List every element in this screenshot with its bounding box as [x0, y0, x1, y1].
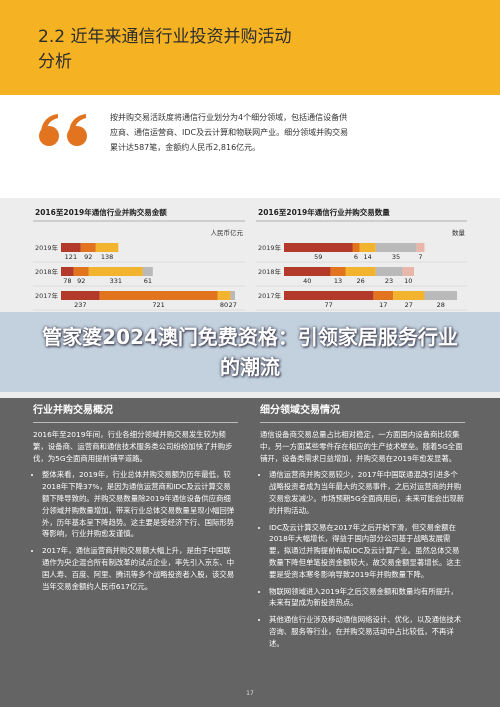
overlay-text: 管家婆2024澳门免费资格：引领家居服务行业的潮流	[42, 325, 458, 379]
value-label: 40	[303, 277, 311, 285]
value-label: 92	[84, 253, 92, 261]
value-label: 17	[379, 301, 387, 309]
bar-segment	[359, 243, 376, 252]
bar-segment	[352, 243, 360, 252]
bar-segment	[99, 291, 218, 300]
value-label: 10	[404, 277, 412, 285]
bar-segment	[375, 243, 417, 252]
value-label: 92	[77, 277, 85, 285]
value-label: 23	[385, 277, 393, 285]
value-label: 27	[229, 301, 237, 309]
category-label: 2019年	[258, 243, 282, 252]
bar-segment	[284, 243, 353, 252]
value-label: 61	[144, 277, 152, 285]
bullet: IDC及云计算交易在2017年之后开始下滑，但交易金额在2018年大幅增长，得益…	[269, 522, 465, 581]
bar-segment	[402, 267, 415, 276]
bar-segment	[80, 243, 96, 252]
category-label: 2017年	[258, 291, 282, 300]
bar-segment	[330, 267, 346, 276]
page-number: 17	[246, 690, 254, 697]
chart-title: 2016至2019年通信行业并购交易数量	[258, 207, 390, 217]
bullet: 物联网领域进入2019年之后交易金额和数量均有所提升，未来有望成为新投资热点。	[269, 586, 465, 610]
value-label: 78	[63, 277, 71, 285]
value-label: 121	[65, 253, 77, 261]
value-label: 138	[101, 253, 113, 261]
value-label: 59	[314, 253, 322, 261]
text-band	[0, 398, 500, 707]
title: 2.2 近年来通信行业投资并购活动	[38, 27, 292, 47]
bullet: 通信运营商并购交易较少，2017年中国联通混改引进多个战略投资者成为当年最大的交…	[269, 469, 465, 516]
value-label: 26	[356, 277, 364, 285]
column: 细分领域交易情况通信设备商交易总量占比相对稳定，一方面国内设备商比较集中，另一方…	[260, 404, 465, 655]
bar-segment	[142, 267, 153, 276]
bullet: 2017年，通信运营商并购交易额大幅上升，是由于中国联通作为央企混合所有制改革的…	[42, 545, 238, 592]
bar-segment	[61, 267, 74, 276]
bar-segment	[61, 291, 100, 300]
category-label: 2019年	[35, 243, 59, 252]
value-label: 27	[405, 301, 413, 309]
bar-segment	[73, 267, 89, 276]
bar-segment	[230, 291, 235, 300]
bar-segment	[61, 243, 81, 252]
category-label: 2018年	[258, 267, 282, 276]
value-label: 28	[437, 301, 445, 309]
unit-label: 数量	[452, 228, 466, 237]
bar-segment	[424, 291, 457, 300]
bar-segment	[375, 267, 403, 276]
bar-segment	[284, 267, 331, 276]
bar-segment	[88, 267, 143, 276]
bar-segment	[284, 291, 374, 300]
value-label: 77	[325, 301, 333, 309]
value-label: 331	[110, 277, 122, 285]
bar-segment	[393, 291, 425, 300]
bullet: 其他通信行业涉及移动通信网络设计、优化，以及通信技术咨询、服务等行业，在并购交易…	[269, 614, 465, 649]
category-label: 2017年	[35, 291, 59, 300]
bar-segment	[373, 291, 394, 300]
bar-segment	[416, 243, 425, 252]
section-intro: 2016年至2019年间，行业各细分领域并购交易发生较为频繁，设备商、运营商和通…	[33, 430, 233, 463]
value-label: 7	[418, 253, 422, 261]
unit-label: 人民币亿元	[211, 228, 244, 237]
bar-segment	[217, 291, 231, 300]
category-label: 2018年	[35, 267, 59, 276]
value-label: 14	[363, 253, 371, 261]
section-heading: 行业并购交易概况	[33, 404, 238, 423]
bullet: 整体来看，2019年，行业总体并购交易额为历年最低，较2018年下降37%，是因…	[42, 469, 238, 540]
section-intro: 通信设备商交易总量占比相对稳定，一方面国内设备商比较集中，另一方面某些零件存在相…	[260, 430, 463, 463]
quote-text: 按并购交易活跃度将通信行业划分为4个细分领域，包括通信设备供应商、通信运营商、I…	[110, 113, 349, 152]
bar-segment	[95, 243, 119, 252]
value-label: 80	[220, 301, 228, 309]
chart-title: 2016至2019年通信行业并购交易金额	[35, 207, 167, 217]
value-label: 721	[152, 301, 164, 309]
header-band	[0, 0, 500, 95]
value-label: 35	[392, 253, 400, 261]
title: 分析	[38, 52, 72, 72]
section-heading: 细分领域交易情况	[260, 404, 465, 423]
column: 行业并购交易概况 2016年至2019年间，行业各细分领域并购交易发生较为频繁，设…	[33, 404, 238, 597]
quote-icon	[39, 114, 87, 146]
value-label: 6	[354, 253, 358, 261]
bar-segment	[345, 267, 376, 276]
bullet-list: 通信运营商并购交易较少，2017年中国联通混改引进多个战略投资者成为当年最大的交…	[260, 469, 465, 649]
bullet-list: 整体来看，2019年，行业总体并购交易额为历年最低，较2018年下降37%，是因…	[33, 469, 238, 592]
overlay-banner: 管家婆2024澳门免费资格：引领家居服务行业的潮流	[0, 312, 500, 392]
value-label: 13	[334, 277, 342, 285]
value-label: 237	[74, 301, 86, 309]
